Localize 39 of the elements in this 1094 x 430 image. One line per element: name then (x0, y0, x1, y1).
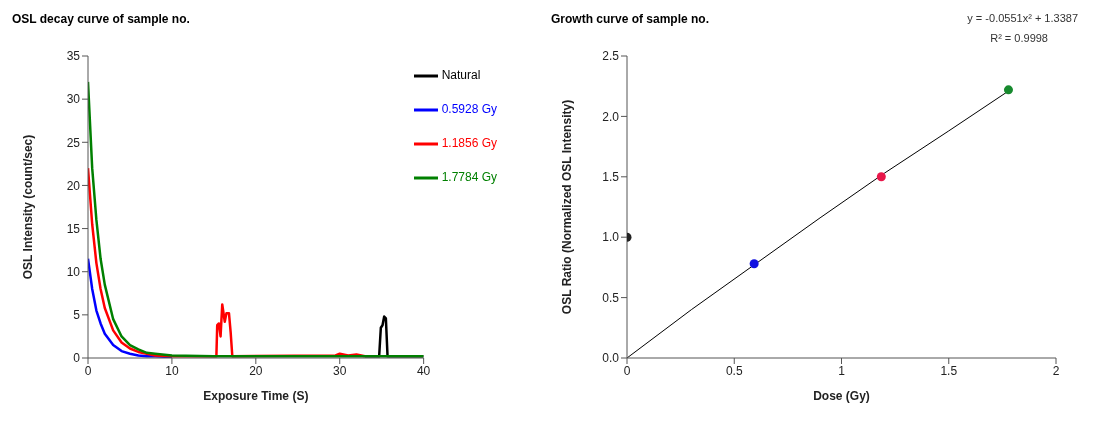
x-axis-title: Dose (Gy) (813, 389, 870, 403)
chart-title: OSL decay curve of sample no. (12, 12, 190, 26)
point (1003, 85, 1013, 95)
y-axis-title: OSL Intensity (count/sec) (21, 134, 36, 280)
x-tick-label: 1 (838, 363, 846, 378)
y-tick-label: 25 (66, 135, 81, 150)
x-tick-label: 0 (623, 363, 631, 378)
point (876, 172, 886, 182)
y-axis-title: OSL Ratio (Normalized OSL Intensity) (560, 99, 575, 315)
legend-label: 1.1856 Gy (441, 136, 497, 150)
y-tick-label: 15 (66, 221, 81, 236)
legend-label: 1.7784 Gy (441, 170, 497, 184)
x-tick-label: 20 (249, 363, 263, 378)
x-tick-label: 1.5 (940, 363, 958, 378)
y-tick-label: 5 (73, 308, 81, 323)
point (749, 259, 759, 269)
x-tick-label: 30 (333, 363, 347, 378)
chart-title: Growth curve of sample no. (551, 12, 710, 26)
y-tick-label: 30 (66, 92, 81, 107)
x-tick-label: 10 (165, 363, 179, 378)
legend-label: 0.5928 Gy (441, 102, 497, 116)
y-tick-label: 2.0 (602, 109, 620, 124)
y-tick-label: 2.5 (602, 49, 620, 64)
x-tick-label: 0.5 (725, 363, 743, 378)
y-tick-label: 35 (66, 49, 81, 64)
x-tick-label: 40 (416, 363, 431, 378)
y-tick-label: 10 (66, 264, 81, 279)
text: R² = 0.9998 (990, 32, 1048, 44)
x-tick-label: 0 (84, 363, 92, 378)
y-tick-label: 0 (73, 351, 81, 366)
y-tick-label: 1.0 (602, 230, 620, 245)
x-axis-title: Exposure Time (S) (203, 389, 309, 403)
text: y = -0.0551x² + 1.3387 (967, 12, 1078, 24)
legend-label: Natural (441, 68, 481, 82)
y-tick-label: 1.5 (602, 170, 620, 185)
y-tick-label: 20 (66, 178, 81, 193)
y-tick-label: 0.5 (602, 290, 620, 305)
x-tick-label: 2 (1052, 363, 1060, 378)
y-tick-label: 0.0 (602, 351, 620, 366)
